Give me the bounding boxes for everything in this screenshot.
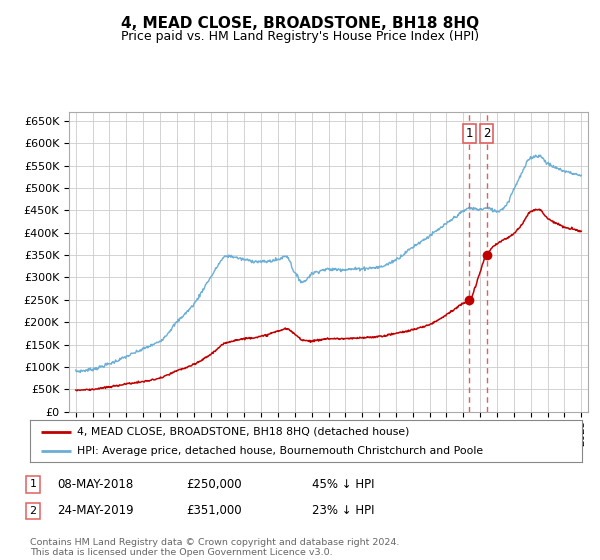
Text: 1: 1 (29, 479, 37, 489)
Text: 24-MAY-2019: 24-MAY-2019 (57, 504, 134, 517)
Text: 4, MEAD CLOSE, BROADSTONE, BH18 8HQ: 4, MEAD CLOSE, BROADSTONE, BH18 8HQ (121, 16, 479, 31)
Text: HPI: Average price, detached house, Bournemouth Christchurch and Poole: HPI: Average price, detached house, Bour… (77, 446, 483, 456)
Text: £250,000: £250,000 (186, 478, 242, 491)
Text: 2: 2 (29, 506, 37, 516)
Text: 08-MAY-2018: 08-MAY-2018 (57, 478, 133, 491)
Text: 1: 1 (466, 127, 473, 140)
Text: 45% ↓ HPI: 45% ↓ HPI (312, 478, 374, 491)
Text: 23% ↓ HPI: 23% ↓ HPI (312, 504, 374, 517)
Text: Contains HM Land Registry data © Crown copyright and database right 2024.
This d: Contains HM Land Registry data © Crown c… (30, 538, 400, 557)
Text: Price paid vs. HM Land Registry's House Price Index (HPI): Price paid vs. HM Land Registry's House … (121, 30, 479, 43)
Text: 4, MEAD CLOSE, BROADSTONE, BH18 8HQ (detached house): 4, MEAD CLOSE, BROADSTONE, BH18 8HQ (det… (77, 427, 409, 437)
Text: 2: 2 (483, 127, 490, 140)
Text: £351,000: £351,000 (186, 504, 242, 517)
